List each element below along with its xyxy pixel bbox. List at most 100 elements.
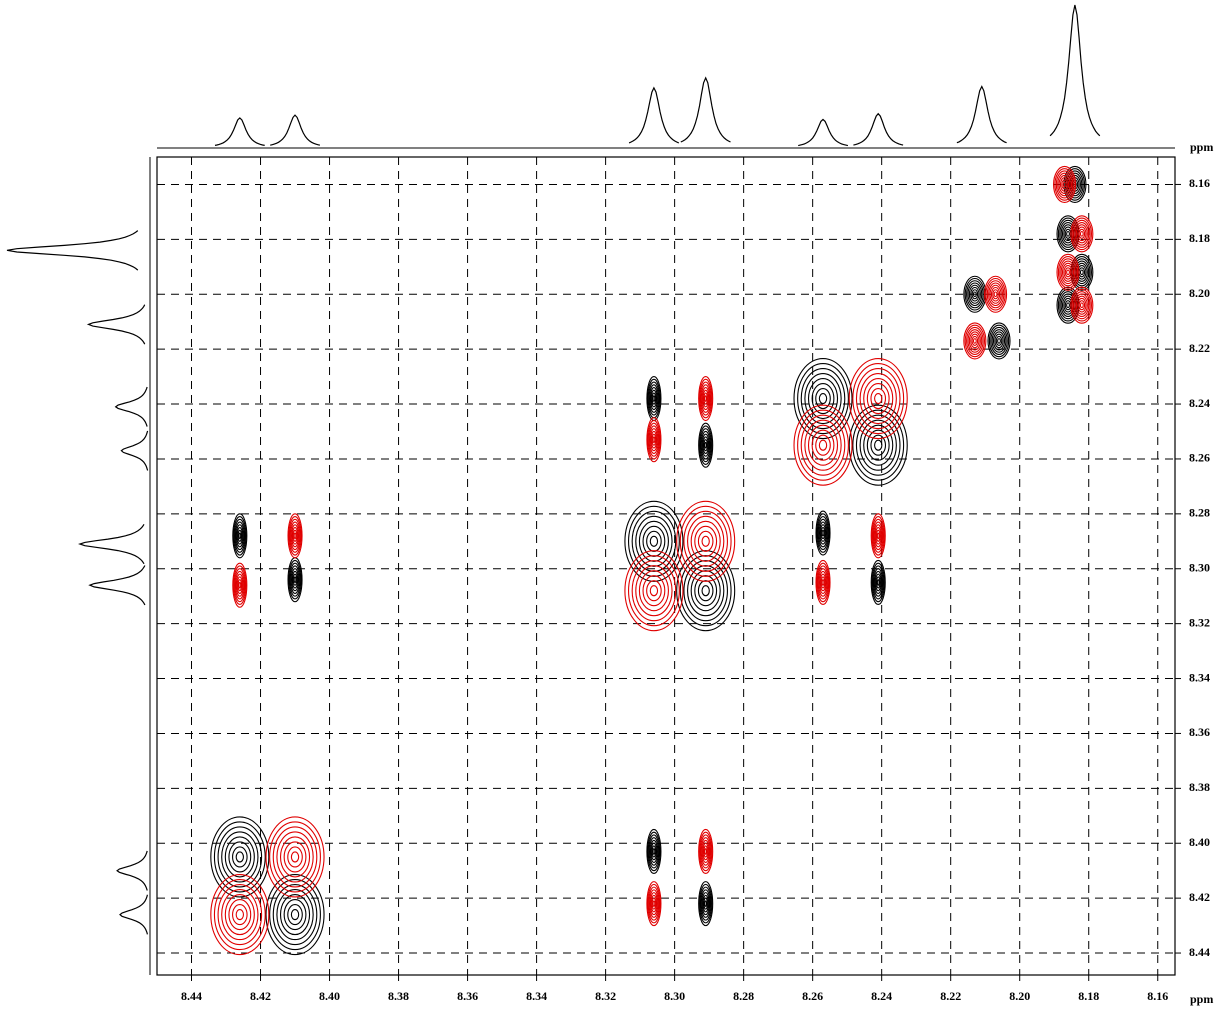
x-tick-label: 8.26 [802, 989, 823, 1003]
contour [1077, 297, 1087, 313]
contour [1060, 222, 1076, 246]
contour [690, 570, 721, 612]
contour [289, 562, 301, 597]
contour [687, 515, 725, 567]
contour [642, 575, 666, 607]
contour [652, 395, 656, 402]
contour [272, 884, 318, 946]
contour [820, 527, 826, 540]
contour [875, 576, 881, 589]
contour [972, 338, 977, 344]
contour [821, 579, 825, 586]
contour [697, 530, 714, 552]
contour [1066, 302, 1070, 309]
projection-peak [86, 304, 146, 345]
contour [690, 520, 721, 562]
contour [276, 889, 314, 941]
contour [816, 562, 830, 603]
contour [1066, 231, 1070, 237]
contour [700, 889, 711, 918]
x-tick-label: 8.42 [250, 989, 271, 1003]
contour [631, 510, 677, 572]
y-tick-label: 8.22 [1189, 341, 1210, 355]
projection-peak [628, 86, 680, 144]
contour [971, 335, 979, 346]
contour [987, 322, 1011, 360]
y-tick-label: 8.36 [1189, 725, 1210, 739]
contour [872, 518, 885, 553]
plot-frame [156, 156, 1176, 976]
contour [991, 329, 1007, 353]
contour [287, 904, 303, 926]
contour [968, 284, 981, 304]
contour [701, 535, 710, 547]
y-tick-label: 8.32 [1189, 615, 1210, 629]
contour [820, 576, 826, 589]
contour [652, 848, 656, 855]
y-axis-label: ppm [1190, 140, 1213, 154]
x-tick-label: 8.30 [664, 989, 685, 1003]
contour [687, 565, 725, 617]
contour [234, 518, 246, 553]
x-tick-label: 8.44 [181, 989, 202, 1003]
contour [992, 331, 1006, 351]
contour [701, 892, 710, 916]
contour [1060, 293, 1076, 318]
contour [1071, 288, 1093, 322]
contour [292, 573, 298, 586]
contour [1062, 181, 1067, 188]
contour [1074, 293, 1090, 318]
y-tick-label: 8.34 [1189, 670, 1210, 684]
contour [1059, 258, 1077, 287]
contour [210, 874, 270, 956]
contour [848, 358, 908, 440]
contour [293, 532, 297, 540]
contour [213, 821, 266, 893]
contour [233, 516, 247, 556]
y-tick-label: 8.40 [1189, 835, 1210, 849]
contour [870, 434, 887, 456]
projection-peak [114, 386, 148, 427]
contour [968, 331, 981, 351]
contour [984, 275, 1008, 313]
contour [797, 409, 849, 481]
contour [1064, 168, 1086, 201]
x-tick-label: 8.18 [1078, 989, 1099, 1003]
projection-peak [214, 117, 265, 146]
contour [238, 581, 242, 589]
contour [815, 510, 831, 556]
contour [964, 324, 986, 358]
contour [1068, 174, 1081, 194]
contour [1063, 264, 1073, 280]
contour [1058, 174, 1071, 194]
contour [290, 851, 300, 863]
contour [631, 560, 677, 622]
contour [292, 529, 298, 542]
contour [988, 282, 1003, 307]
contour [870, 513, 886, 559]
contour [648, 837, 659, 866]
contour [1074, 260, 1090, 285]
contour [224, 894, 255, 936]
contour [624, 500, 684, 582]
contour [697, 580, 714, 602]
contour [704, 848, 708, 855]
contour [290, 521, 300, 551]
contour [235, 524, 244, 548]
contour [963, 322, 987, 360]
contour [650, 842, 658, 861]
contour [646, 828, 662, 875]
contour [649, 428, 658, 452]
contour [871, 516, 885, 556]
contour [279, 894, 311, 936]
contour [807, 378, 839, 420]
contour [288, 559, 302, 600]
contour [700, 837, 711, 866]
contour [967, 282, 983, 307]
contour [235, 909, 244, 921]
contour [818, 518, 828, 548]
x-tick-label: 8.34 [526, 989, 547, 1003]
contour [649, 585, 659, 597]
y-tick-label: 8.44 [1189, 945, 1210, 959]
